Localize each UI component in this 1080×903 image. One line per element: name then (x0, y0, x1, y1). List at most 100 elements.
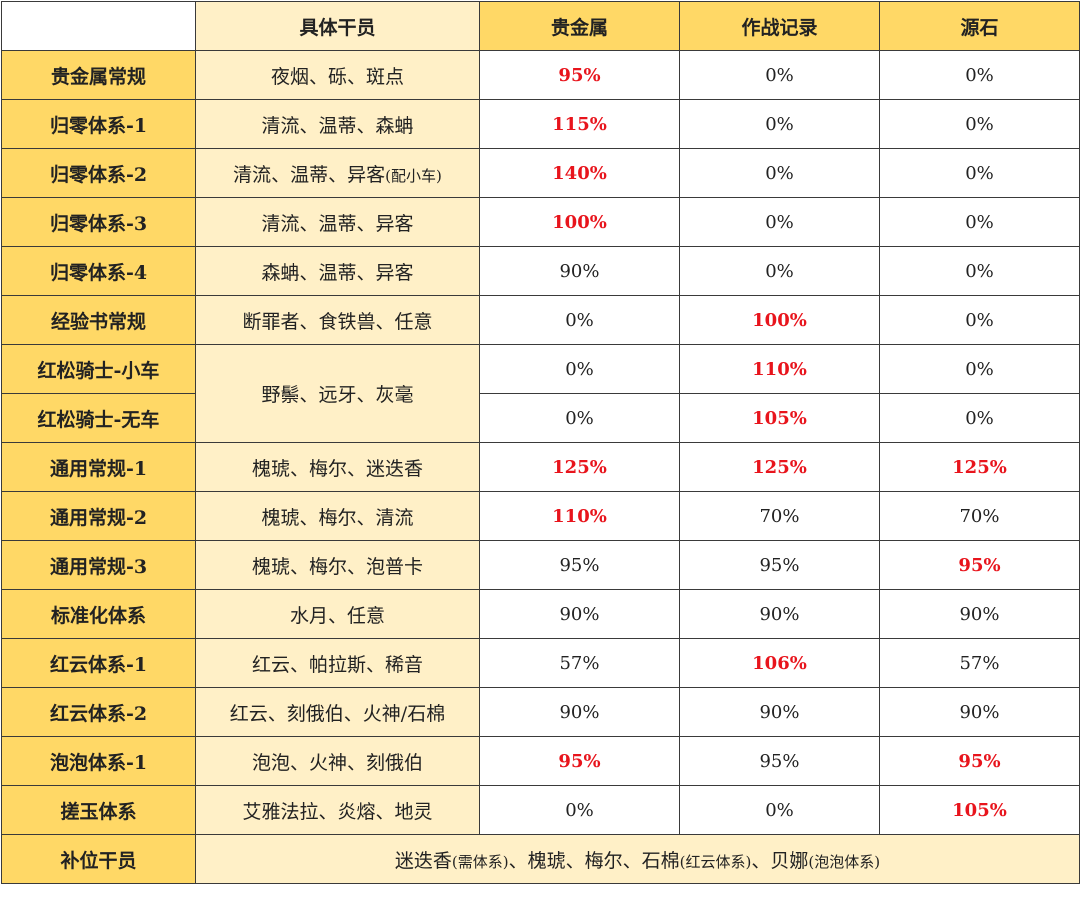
table-row: 归零体系-2 清流、温蒂、异客(配小车) 140% 0% 0% (1, 148, 1080, 198)
gold-value: 95% (479, 736, 680, 786)
exp-value: 0% (679, 197, 880, 247)
exp-value: 0% (679, 246, 880, 296)
table-row: 经验书常规 断罪者、食铁兽、任意 0% 100% 0% (1, 295, 1080, 345)
exp-value: 95% (679, 736, 880, 786)
row-name: 通用常规-3 (1, 540, 196, 590)
row-members: 艾雅法拉、炎熔、地灵 (195, 785, 480, 835)
row-name: 红松骑士-无车 (1, 393, 196, 443)
row-members: 森蚺、温蒂、异客 (195, 246, 480, 296)
header-corner (1, 1, 196, 51)
footer-members: 迷迭香(需体系)、槐琥、梅尔、石棉(红云体系)、贝娜(泡泡体系) (195, 834, 1080, 884)
row-members: 红云、刻俄伯、火神/石棉 (195, 687, 480, 737)
table-row: 红松骑士-无车 0% 105% 0% (1, 393, 1080, 443)
row-members: 槐琥、梅尔、清流 (195, 491, 480, 541)
stone-value: 0% (879, 295, 1080, 345)
exp-value: 105% (679, 393, 880, 443)
row-members: 野鬃、远牙、灰毫 (195, 344, 480, 443)
stone-value: 125% (879, 442, 1080, 492)
row-members: 清流、温蒂、异客 (195, 197, 480, 247)
row-name: 归零体系-2 (1, 148, 196, 198)
footer-part2: 、槐琥、梅尔、石棉 (508, 849, 680, 872)
footer-note2: (红云体系) (679, 852, 752, 871)
members-text: 清流、温蒂、异客 (233, 163, 386, 186)
row-name: 归零体系-3 (1, 197, 196, 247)
gold-value: 95% (479, 540, 680, 590)
row-name: 红云体系-2 (1, 687, 196, 737)
stone-value: 57% (879, 638, 1080, 688)
header-gold: 贵金属 (479, 1, 680, 51)
stone-value: 95% (879, 540, 1080, 590)
stone-value: 0% (879, 246, 1080, 296)
row-name: 归零体系-1 (1, 99, 196, 149)
exp-value: 125% (679, 442, 880, 492)
stone-value: 0% (879, 197, 1080, 247)
row-members: 清流、温蒂、异客(配小车) (195, 148, 480, 198)
exp-value: 0% (679, 785, 880, 835)
footer-note3: (泡泡体系) (808, 852, 881, 871)
row-members: 清流、温蒂、森蚺 (195, 99, 480, 149)
stone-value: 70% (879, 491, 1080, 541)
table-row: 泡泡体系-1 泡泡、火神、刻俄伯 95% 95% 95% (1, 736, 1080, 786)
footer-part3: 、贝娜 (751, 849, 809, 872)
row-name: 通用常规-1 (1, 442, 196, 492)
stone-value: 90% (879, 589, 1080, 639)
gold-value: 0% (479, 393, 680, 443)
gold-value: 0% (479, 295, 680, 345)
row-members: 夜烟、砾、斑点 (195, 50, 480, 100)
exp-value: 0% (679, 50, 880, 100)
row-name: 归零体系-4 (1, 246, 196, 296)
row-members: 槐琥、梅尔、泡普卡 (195, 540, 480, 590)
row-members: 红云、帕拉斯、稀音 (195, 638, 480, 688)
footer-row: 补位干员 迷迭香(需体系)、槐琥、梅尔、石棉(红云体系)、贝娜(泡泡体系) (1, 834, 1080, 884)
row-name: 红云体系-1 (1, 638, 196, 688)
table-row: 通用常规-2 槐琥、梅尔、清流 110% 70% 70% (1, 491, 1080, 541)
exp-value: 90% (679, 687, 880, 737)
exp-value: 90% (679, 589, 880, 639)
stone-value: 0% (879, 344, 1080, 394)
row-members: 槐琥、梅尔、迷迭香 (195, 442, 480, 492)
gold-value: 90% (479, 246, 680, 296)
exp-value: 70% (679, 491, 880, 541)
row-name: 搓玉体系 (1, 785, 196, 835)
stone-value: 0% (879, 393, 1080, 443)
footer-name: 补位干员 (1, 834, 196, 884)
stone-value: 95% (879, 736, 1080, 786)
gold-value: 115% (479, 99, 680, 149)
gold-value: 0% (479, 785, 680, 835)
exp-value: 95% (679, 540, 880, 590)
stone-value: 0% (879, 148, 1080, 198)
header-exp: 作战记录 (679, 1, 880, 51)
gold-value: 57% (479, 638, 680, 688)
table-row: 贵金属常规 夜烟、砾、斑点 95% 0% 0% (1, 50, 1080, 100)
row-members: 断罪者、食铁兽、任意 (195, 295, 480, 345)
table-row: 归零体系-4 森蚺、温蒂、异客 90% 0% 0% (1, 246, 1080, 296)
footer-part1: 迷迭香 (394, 849, 452, 872)
table-row: 红松骑士-小车 野鬃、远牙、灰毫 0% 110% 0% (1, 344, 1080, 443)
gold-value: 0% (479, 344, 680, 394)
table-row: 标准化体系 水月、任意 90% 90% 90% (1, 589, 1080, 639)
header-members: 具体干员 (195, 1, 480, 51)
gold-value: 140% (479, 148, 680, 198)
row-members: 泡泡、火神、刻俄伯 (195, 736, 480, 786)
table-row: 通用常规-3 槐琥、梅尔、泡普卡 95% 95% 95% (1, 540, 1080, 590)
header-stone: 源石 (879, 1, 1080, 51)
row-name: 泡泡体系-1 (1, 736, 196, 786)
exp-value: 0% (679, 148, 880, 198)
exp-value: 0% (679, 99, 880, 149)
exp-value: 110% (679, 344, 880, 394)
efficiency-table: 具体干员 贵金属 作战记录 源石 贵金属常规 夜烟、砾、斑点 95% 0% 0%… (1, 1, 1080, 884)
gold-value: 100% (479, 197, 680, 247)
table-row: 红云体系-1 红云、帕拉斯、稀音 57% 106% 57% (1, 638, 1080, 688)
exp-value: 106% (679, 638, 880, 688)
stone-value: 105% (879, 785, 1080, 835)
gold-value: 90% (479, 687, 680, 737)
stone-value: 90% (879, 687, 1080, 737)
members-note: (配小车) (385, 166, 442, 185)
gold-value: 125% (479, 442, 680, 492)
stone-value: 0% (879, 50, 1080, 100)
table-row: 归零体系-3 清流、温蒂、异客 100% 0% 0% (1, 197, 1080, 247)
header-row: 具体干员 贵金属 作战记录 源石 (1, 1, 1080, 51)
row-members: 水月、任意 (195, 589, 480, 639)
row-name: 通用常规-2 (1, 491, 196, 541)
row-name: 标准化体系 (1, 589, 196, 639)
